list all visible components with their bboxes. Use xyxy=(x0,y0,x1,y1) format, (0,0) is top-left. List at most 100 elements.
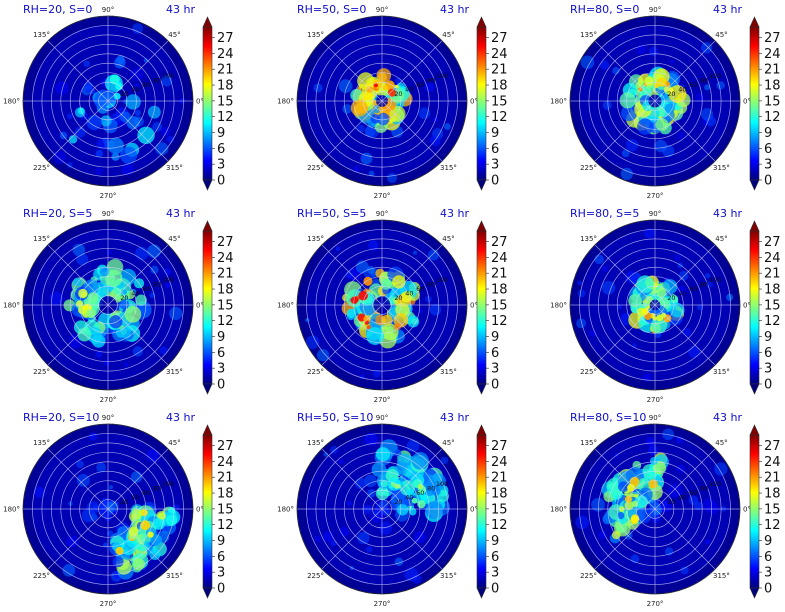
colorbar-tick-label: 24 xyxy=(217,47,234,62)
radial-tick-label: 100 xyxy=(436,480,448,488)
colorbar-tick-label: 0 xyxy=(217,174,225,189)
colorbar-extend-max xyxy=(476,220,487,232)
panel: 2040608010090°45°0°315°270°225°180°135°R… xyxy=(3,207,233,404)
panel: 2040608010090°45°0°315°270°225°180°135°R… xyxy=(550,207,780,404)
colorbar-tick-label: 9 xyxy=(217,126,225,141)
radial-tick-label: 60 xyxy=(689,81,697,89)
polar-frame xyxy=(296,423,468,595)
colorbar-tick-label: 18 xyxy=(217,487,234,502)
colorbar-tick-label: 6 xyxy=(491,346,499,361)
polar-frame xyxy=(22,15,194,187)
colorbar-tick-label: 15 xyxy=(764,502,781,517)
radial-tick-label: 100 xyxy=(436,72,448,80)
radial-tick-label: 40 xyxy=(678,494,686,502)
angle-tick-label: 180° xyxy=(550,98,567,106)
panel-title: RH=80, S=10 xyxy=(570,411,646,424)
colorbar-extend-min xyxy=(749,383,760,395)
panel: 2040608010090°45°0°315°270°225°180°135°R… xyxy=(277,207,507,404)
colorbar-tick-label: 27 xyxy=(217,439,234,454)
angle-tick-label: 135° xyxy=(307,439,324,447)
angle-tick-label: 225° xyxy=(33,368,50,376)
colorbar-tick-label: 3 xyxy=(491,566,499,581)
radial-tick-label: 40 xyxy=(131,494,139,502)
colorbar-tick-label: 0 xyxy=(764,378,772,393)
colorbar-tick-label: 9 xyxy=(491,330,499,345)
polar-frame xyxy=(296,219,468,391)
colorbar-extend-max xyxy=(202,424,213,436)
colorbar-tick-label: 21 xyxy=(764,471,781,486)
panel: 2040608010090°45°0°315°270°225°180°135°R… xyxy=(3,411,233,608)
colorbar-body xyxy=(749,434,760,589)
angle-tick-label: 90° xyxy=(102,414,114,422)
colorbar-tick-label: 9 xyxy=(491,534,499,549)
grid-spoke xyxy=(107,508,169,570)
colorbar-tick-label: 24 xyxy=(764,47,781,62)
colorbar-tick-label: 3 xyxy=(491,158,499,173)
grid-spoke xyxy=(654,244,716,306)
panel-title: RH=20, S=10 xyxy=(23,411,99,424)
colorbar-tick-label: 18 xyxy=(491,79,508,94)
colorbar-tick-label: 15 xyxy=(217,502,234,517)
radial-tick-label: 80 xyxy=(427,77,435,85)
radial-tick-label: 80 xyxy=(700,485,708,493)
angle-tick-label: 270° xyxy=(374,396,391,404)
angle-tick-label: 270° xyxy=(100,192,117,200)
angle-tick-label: 270° xyxy=(100,396,117,404)
radial-tick-label: 60 xyxy=(142,285,150,293)
angle-tick-label: 270° xyxy=(647,600,664,608)
angle-tick-label: 315° xyxy=(440,368,457,376)
angle-tick-label: 135° xyxy=(580,439,597,447)
colorbar-tick-label: 12 xyxy=(217,518,234,533)
angle-tick-label: 315° xyxy=(166,368,183,376)
colorbar-tick-label: 9 xyxy=(764,330,772,345)
colorbar-tick-label: 9 xyxy=(491,126,499,141)
angle-tick-label: 315° xyxy=(713,572,730,580)
panel-title: RH=50, S=5 xyxy=(297,207,366,220)
colorbar-tick-label: 27 xyxy=(764,31,781,46)
angle-tick-label: 270° xyxy=(374,192,391,200)
panel-time: 43 hr xyxy=(166,3,195,16)
colorbar-tick-label: 0 xyxy=(491,378,499,393)
colorbar-tick-label: 12 xyxy=(217,110,234,125)
angle-tick-label: 225° xyxy=(580,572,597,580)
colorbar-tick-label: 15 xyxy=(764,298,781,313)
angle-tick-label: 0° xyxy=(743,302,751,310)
radial-tick-label: 60 xyxy=(416,81,424,89)
radial-tick-label: 80 xyxy=(153,485,161,493)
angle-tick-label: 45° xyxy=(168,31,180,39)
grid-spoke xyxy=(594,40,656,102)
colorbar-tick-label: 15 xyxy=(217,94,234,109)
panel-time: 43 hr xyxy=(166,411,195,424)
radial-tick-label: 80 xyxy=(153,281,161,289)
radial-tick-label: 60 xyxy=(416,489,424,497)
colorbar-tick-label: 12 xyxy=(491,110,508,125)
colorbar-tick-label: 12 xyxy=(217,314,234,329)
panel: 2040608010090°45°0°315°270°225°180°135°R… xyxy=(3,3,233,200)
angle-tick-label: 270° xyxy=(647,192,664,200)
angle-tick-label: 90° xyxy=(376,414,388,422)
angle-tick-label: 0° xyxy=(743,98,751,106)
colorbar-tick-label: 24 xyxy=(764,251,781,266)
radial-tick-label: 40 xyxy=(131,290,139,298)
colorbar-tick-label: 6 xyxy=(764,550,772,565)
grid-spoke xyxy=(654,100,716,162)
grid-spoke xyxy=(321,448,383,510)
angle-tick-label: 45° xyxy=(168,439,180,447)
colorbar-tick-label: 9 xyxy=(764,126,772,141)
radial-tick-label: 40 xyxy=(405,494,413,502)
grid-spoke xyxy=(654,508,716,570)
grid-spoke xyxy=(107,448,169,510)
radial-tick-label: 20 xyxy=(667,294,675,302)
angle-tick-label: 315° xyxy=(713,368,730,376)
grid-spoke xyxy=(47,100,109,162)
radial-tick-label: 100 xyxy=(709,480,721,488)
angle-tick-label: 225° xyxy=(33,164,50,172)
grid-spoke xyxy=(47,40,109,102)
angle-tick-label: 180° xyxy=(550,302,567,310)
polar-frame xyxy=(22,423,194,595)
angle-tick-label: 180° xyxy=(3,302,20,310)
colorbar-tick-label: 0 xyxy=(217,378,225,393)
radial-tick-label: 40 xyxy=(405,86,413,94)
